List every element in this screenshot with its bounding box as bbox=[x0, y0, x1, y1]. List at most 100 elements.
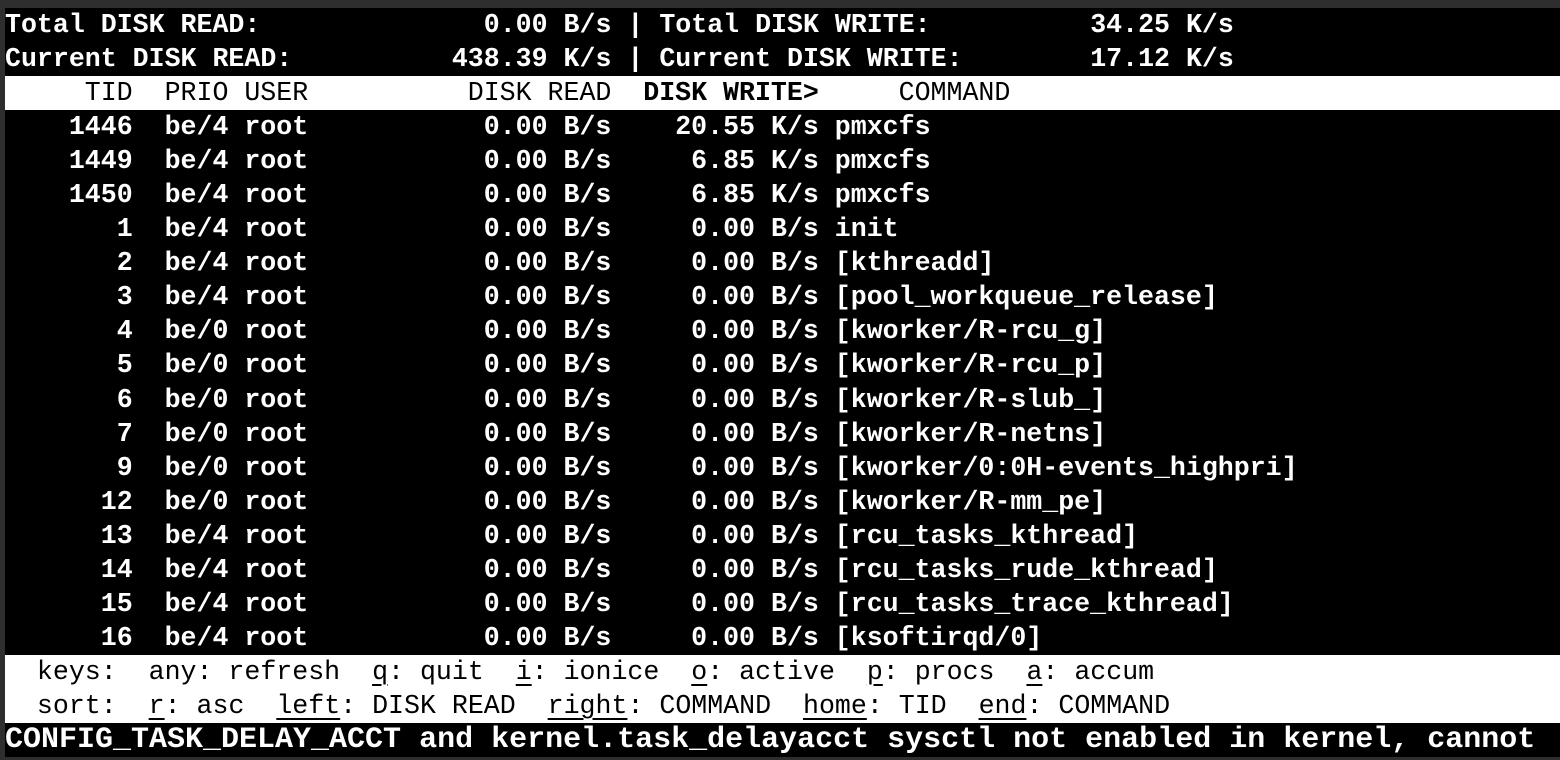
keys-help-text: : active bbox=[707, 656, 867, 687]
sort-help-hotkey: left bbox=[276, 690, 341, 721]
tid-cell: 1449 bbox=[68, 146, 133, 177]
keys-help-hotkey: a bbox=[1026, 656, 1043, 687]
prio-cell: be/0 bbox=[164, 350, 229, 381]
process-row: 3 be/4 root 0.00 B/s 0.00 B/s [pool_workqueue… bbox=[5, 280, 1560, 314]
sort-help-text: : DISK READ bbox=[340, 690, 548, 721]
keys-help-hotkey: o bbox=[691, 656, 708, 687]
process-row: 7 be/0 root 0.00 B/s 0.00 B/s [kworker/R-netn… bbox=[5, 417, 1560, 451]
tid-cell: 2 bbox=[116, 248, 133, 279]
command-cell: [kworker/R-rcu_g] bbox=[834, 316, 1107, 347]
disk-read-cell: 0.00 B/s bbox=[483, 520, 612, 551]
disk-write-cell: 0.00 B/s bbox=[691, 350, 819, 381]
disk-read-cell: 0.00 B/s bbox=[483, 384, 612, 415]
disk-write-cell: 6.85 K/s bbox=[691, 180, 819, 211]
command-cell: [pool_workqueue_release] bbox=[834, 282, 1218, 313]
keys-help-text: : ionice bbox=[531, 656, 692, 687]
prio-cell: be/4 bbox=[164, 180, 229, 211]
column-header-user[interactable]: USER bbox=[244, 78, 309, 109]
prio-cell: be/4 bbox=[164, 112, 229, 143]
column-header-disk-write-sorted[interactable]: DISK WRITE> bbox=[643, 78, 819, 109]
disk-read-cell: 0.00 B/s bbox=[483, 554, 612, 585]
keys-help-line: keys: any: refresh q: quit i: ionice o: … bbox=[5, 654, 1560, 689]
tid-cell: 9 bbox=[116, 452, 133, 483]
keys-help-hotkey: q bbox=[372, 656, 389, 687]
disk-read-cell: 0.00 B/s bbox=[483, 418, 612, 449]
disk-write-cell: 0.00 B/s bbox=[691, 520, 819, 551]
command-cell: [kworker/0:0H-events_highpri] bbox=[834, 452, 1298, 483]
disk-write-cell: 0.00 B/s bbox=[691, 316, 819, 347]
disk-read-cell: 0.00 B/s bbox=[483, 214, 612, 245]
prio-cell: be/0 bbox=[164, 418, 229, 449]
column-header-tid[interactable]: TID bbox=[84, 78, 133, 109]
tid-cell: 15 bbox=[100, 588, 133, 619]
summary-separator: | bbox=[627, 44, 644, 75]
disk-write-cell: 0.00 B/s bbox=[691, 452, 819, 483]
tid-cell: 1446 bbox=[68, 112, 133, 143]
process-row: 6 be/0 root 0.00 B/s 0.00 B/s [kworker/R-slub… bbox=[5, 383, 1560, 417]
total-disk-read-value: 0.00 B/s bbox=[483, 10, 612, 40]
disk-write-cell: 0.00 B/s bbox=[691, 248, 819, 279]
user-cell: root bbox=[244, 316, 309, 347]
process-table: 1446 be/4 root 0.00 B/s 20.55 K/s pmxcfs 1449 b… bbox=[5, 110, 1560, 655]
keys-help-text: : accum bbox=[1042, 656, 1155, 687]
iotop-screen[interactable]: Total DISK READ: 0.00 B/s | Total DISK WRIT… bbox=[5, 8, 1560, 757]
user-cell: root bbox=[244, 180, 309, 211]
command-cell: pmxcfs bbox=[834, 112, 931, 143]
tid-cell: 7 bbox=[116, 418, 133, 449]
command-cell: [kthreadd] bbox=[834, 248, 995, 279]
summary-separator: | bbox=[627, 10, 644, 40]
disk-write-cell: 6.85 K/s bbox=[691, 146, 819, 177]
total-disk-write-label: Total DISK WRITE: bbox=[659, 10, 931, 40]
tid-cell: 16 bbox=[100, 622, 133, 653]
column-header-prio[interactable]: PRIO bbox=[164, 78, 229, 109]
current-disk-write-value: 17.12 K/s bbox=[1090, 44, 1234, 75]
disk-write-cell: 0.00 B/s bbox=[691, 214, 819, 245]
tid-cell: 6 bbox=[116, 384, 133, 415]
sort-help-hotkey: home bbox=[803, 690, 867, 721]
sort-help-hotkey: right bbox=[547, 690, 628, 721]
disk-read-cell: 0.00 B/s bbox=[483, 350, 612, 381]
prio-cell: be/0 bbox=[164, 384, 229, 415]
column-header-command[interactable]: COMMAND bbox=[898, 78, 1011, 109]
process-row: 1450 be/4 root 0.00 B/s 6.85 K/s pmxcfs bbox=[5, 178, 1560, 212]
current-disk-read-label: Current DISK READ: bbox=[5, 44, 293, 75]
sort-help-text: : asc bbox=[164, 690, 277, 721]
sort-help-text: : TID bbox=[866, 690, 979, 721]
disk-write-cell: 0.00 B/s bbox=[691, 418, 819, 449]
user-cell: root bbox=[244, 248, 309, 279]
column-header-disk-read[interactable]: DISK READ bbox=[467, 78, 612, 109]
keys-help-text: : quit bbox=[388, 656, 516, 687]
command-cell: [kworker/R-slub_] bbox=[834, 384, 1107, 415]
table-header-row: TID PRIO USER DISK READ DISK WRITE> COMMAND bbox=[5, 76, 1560, 111]
disk-write-cell: 0.00 B/s bbox=[691, 554, 819, 585]
total-disk-write-value: 34.25 K/s bbox=[1090, 10, 1234, 40]
tid-cell: 3 bbox=[116, 282, 133, 313]
command-cell: [rcu_tasks_trace_kthread] bbox=[834, 588, 1234, 619]
tid-cell: 14 bbox=[100, 554, 133, 585]
tid-cell: 5 bbox=[116, 350, 133, 381]
process-row: 4 be/0 root 0.00 B/s 0.00 B/s [kworker/R-rcu_… bbox=[5, 314, 1560, 348]
prio-cell: be/4 bbox=[164, 622, 229, 653]
process-row: 1 be/4 root 0.00 B/s 0.00 B/s init bbox=[5, 212, 1560, 246]
disk-read-cell: 0.00 B/s bbox=[483, 146, 612, 177]
command-cell: [ksoftirqd/0] bbox=[834, 622, 1043, 653]
command-cell: [rcu_tasks_rude_kthread] bbox=[834, 554, 1218, 585]
sort-help-text: : COMMAND bbox=[1026, 690, 1171, 721]
tid-cell: 4 bbox=[116, 316, 133, 347]
prio-cell: be/4 bbox=[164, 214, 229, 245]
command-cell: [kworker/R-mm_pe] bbox=[834, 486, 1107, 517]
prio-cell: be/0 bbox=[164, 452, 229, 483]
sort-help-hotkey: r bbox=[148, 690, 165, 721]
user-cell: root bbox=[244, 452, 309, 483]
command-cell: pmxcfs bbox=[834, 180, 931, 211]
current-disk-read-value: 438.39 K/s bbox=[451, 44, 612, 75]
disk-write-cell: 0.00 B/s bbox=[691, 282, 819, 313]
disk-read-cell: 0.00 B/s bbox=[483, 316, 612, 347]
user-cell: root bbox=[244, 112, 309, 143]
user-cell: root bbox=[244, 554, 309, 585]
prio-cell: be/4 bbox=[164, 554, 229, 585]
command-cell: init bbox=[834, 214, 899, 245]
status-message: CONFIG_TASK_DELAY_ACCT and kernel.task_d… bbox=[5, 722, 1536, 757]
total-disk-read-label: Total DISK READ: bbox=[5, 10, 261, 40]
process-row: 15 be/4 root 0.00 B/s 0.00 B/s [rcu_tasks_tra… bbox=[5, 587, 1560, 621]
